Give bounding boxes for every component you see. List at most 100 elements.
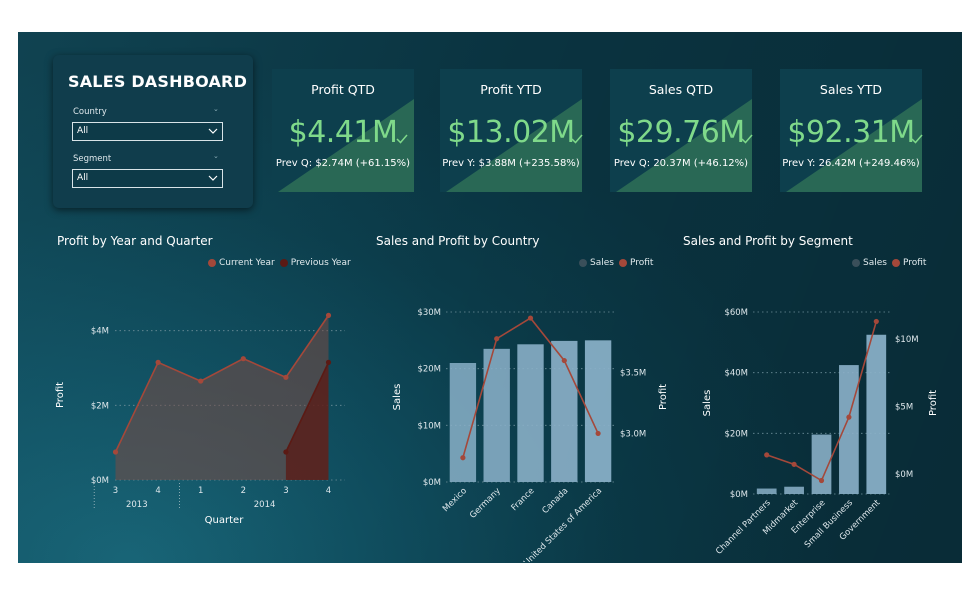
segment-dropdown[interactable]: All <box>72 169 223 188</box>
point-current-year <box>112 449 119 455</box>
y2-axis-title: Profit <box>928 390 939 416</box>
trend-up-shape <box>446 99 582 192</box>
chart-title-sales-profit-country: Sales and Profit by Country <box>376 234 540 248</box>
legend-profit-by-quarter: Current Year Previous Year <box>208 258 356 268</box>
point-current-year <box>198 378 204 384</box>
bar-sales <box>866 334 887 494</box>
y2-tick-label: $5M <box>895 402 913 412</box>
point-current-year <box>283 374 289 380</box>
dashboard-canvas: SALES DASHBOARD Country ⌄ All Segment ⌄ … <box>18 32 962 563</box>
line-previous-year <box>285 362 330 453</box>
point-profit <box>527 315 534 321</box>
legend-dot-icon <box>279 259 288 267</box>
legend-item-profit[interactable]: Profit <box>891 258 927 268</box>
kpi-title: Sales YTD <box>819 82 883 97</box>
kpi-previous-period: Prev Y: 26.42M (+249.46%) <box>782 158 920 169</box>
point-profit <box>818 477 825 484</box>
point-current-year <box>155 359 161 365</box>
trend-up-shape <box>616 99 752 192</box>
chevron-down-icon <box>208 175 218 181</box>
legend-dot-icon <box>891 259 900 267</box>
kpi-card-profit-ytd: Profit YTD $13.02M Prev Y: $3.88M (+235.… <box>440 69 583 192</box>
trend-up-shape <box>786 99 922 192</box>
country-dropdown-value: All <box>77 126 89 136</box>
y2-tick-label: $0M <box>895 470 913 480</box>
legend-label: Profit <box>902 258 927 268</box>
y-tick-label: $60M <box>724 308 748 318</box>
point-previous-year <box>325 359 332 365</box>
country-dropdown[interactable]: All <box>72 122 223 141</box>
bar-sales <box>449 363 477 482</box>
x-tick-label: 2 <box>241 486 246 496</box>
point-profit <box>595 430 601 437</box>
x-tick-label: Canada <box>540 486 570 516</box>
bar-sales <box>839 365 859 494</box>
y2-tick-label: $10M <box>895 335 919 345</box>
y-axis-title: Sales <box>702 390 713 417</box>
checkmark-icon <box>396 134 408 144</box>
legend-sales-profit-country: Sales Profit <box>579 258 658 268</box>
y-tick-label: $0M <box>730 490 748 500</box>
line-current-year <box>114 314 330 453</box>
y-tick-label: $10M <box>417 421 441 431</box>
legend-dot-icon <box>618 259 627 267</box>
y-tick-label: $30M <box>417 308 441 318</box>
chart-title-sales-profit-segment: Sales and Profit by Segment <box>683 234 853 248</box>
x-tick-label: Small Business <box>803 498 856 551</box>
legend-label: Profit <box>629 258 654 268</box>
legend-item-previous-year[interactable]: Previous Year <box>279 258 351 268</box>
legend-label: Sales <box>590 258 614 268</box>
y-tick-label: $0M <box>91 476 109 486</box>
checkmark-icon <box>571 134 583 144</box>
point-profit <box>791 461 797 467</box>
area-previous-year <box>285 362 329 480</box>
x-tick-label: 3 <box>283 486 288 496</box>
trend-up-shape <box>278 99 414 192</box>
legend-item-sales[interactable]: Sales <box>852 258 887 268</box>
segment-collapse-chevron-icon[interactable]: ⌄ <box>213 152 219 160</box>
bar-sales <box>551 340 578 482</box>
legend-item-profit[interactable]: Profit <box>618 258 654 268</box>
x-tick-label: 3 <box>113 486 118 496</box>
x-axis-title: Quarter <box>205 515 245 526</box>
x-group-label: 2014 <box>254 500 276 510</box>
point-profit <box>873 318 879 325</box>
checkmark-icon <box>741 134 753 144</box>
point-profit <box>764 452 770 458</box>
y2-tick-label: $3.5M <box>620 369 646 379</box>
kpi-title: Sales QTD <box>648 82 714 97</box>
y-axis-title: Sales <box>392 384 403 411</box>
x-tick-label: 4 <box>155 486 160 496</box>
y-tick-label: $40M <box>724 369 748 379</box>
kpi-card-sales-qtd: Sales QTD $29.76M Prev Q: 20.37M (+46.12… <box>610 69 753 192</box>
x-tick-label: 1 <box>198 486 203 496</box>
segment-slicer-label: Segment <box>73 154 112 164</box>
chevron-down-icon <box>208 128 218 134</box>
y-tick-label: $20M <box>417 365 441 375</box>
filter-panel: SALES DASHBOARD Country ⌄ All Segment ⌄ … <box>53 55 253 208</box>
chart-title-profit-by-quarter: Profit by Year and Quarter <box>57 234 213 248</box>
kpi-value: $4.41M <box>288 115 398 150</box>
bar-sales <box>811 434 832 494</box>
legend-item-sales[interactable]: Sales <box>579 258 614 268</box>
kpi-title: Profit QTD <box>311 82 375 97</box>
chart-sales-profit-country[interactable]: $0M $10M $20M $30M $3.0M $3.5M Mexico Germany Fr… <box>368 272 668 562</box>
y-tick-label: $2M <box>91 401 109 411</box>
point-profit <box>561 357 567 364</box>
area-current-year <box>115 315 329 480</box>
x-tick-label: 4 <box>326 486 331 496</box>
chart-profit-by-quarter[interactable]: $0M $2M $4M 3 4 1 2 3 4 2013 2014 Quarter Profit <box>48 272 348 532</box>
bar-sales <box>756 488 777 494</box>
kpi-title: Profit YTD <box>480 82 542 97</box>
kpi-value: $92.31M <box>787 115 915 150</box>
y-axis-title: Profit <box>55 382 66 408</box>
legend-sales-profit-segment: Sales Profit <box>852 258 931 268</box>
legend-label: Sales <box>863 258 887 268</box>
kpi-card-sales-ytd: Sales YTD $92.31M Prev Y: 26.42M (+249.4… <box>780 69 923 192</box>
country-collapse-chevron-icon[interactable]: ⌄ <box>213 105 219 113</box>
legend-item-current-year[interactable]: Current Year <box>208 258 275 268</box>
checkmark-icon <box>911 134 923 144</box>
segment-dropdown-value: All <box>77 173 89 183</box>
point-current-year <box>240 356 246 362</box>
